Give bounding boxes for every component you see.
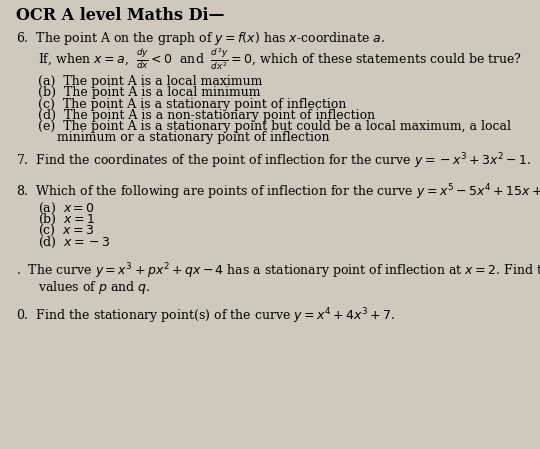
Text: (c)  The point A is a stationary point of inflection: (c) The point A is a stationary point of… [38,98,346,110]
Text: (e)  The point A is a stationary point but could be a local maximum, a local: (e) The point A is a stationary point bu… [38,120,511,133]
Text: (d)  $x=-3$: (d) $x=-3$ [38,234,111,250]
Text: 8.  Which of the following are points of inflection for the curve $y=x^5-5x^4+15: 8. Which of the following are points of … [16,182,540,202]
Text: minimum or a stationary point of inflection: minimum or a stationary point of inflect… [57,132,329,144]
Text: (c)  $x=3$: (c) $x=3$ [38,223,94,238]
Text: values of $p$ and $q$.: values of $p$ and $q$. [38,279,150,296]
Text: (a)  The point A is a local maximum: (a) The point A is a local maximum [38,75,262,88]
Text: (b)  The point A is a local minimum: (b) The point A is a local minimum [38,87,260,99]
Text: If, when $x=a$,  $\frac{dy}{dx}<0$  and  $\frac{d^2y}{dx^2}=0$, which of these s: If, when $x=a$, $\frac{dy}{dx}<0$ and $\… [38,46,522,72]
Text: 7.  Find the coordinates of the point of inflection for the curve $y=-x^3+3x^2-1: 7. Find the coordinates of the point of … [16,152,532,172]
Text: OCR A level Maths Di—: OCR A level Maths Di— [16,7,225,24]
Text: (a)  $x=0$: (a) $x=0$ [38,201,95,216]
Text: (d)  The point A is a non-stationary point of inflection: (d) The point A is a non-stationary poin… [38,109,375,122]
Text: 6.  The point A on the graph of $y=f(x)$ has $x$-coordinate $a$.: 6. The point A on the graph of $y=f(x)$ … [16,30,385,47]
Text: (b)  $x=1$: (b) $x=1$ [38,212,95,227]
Text: 0.  Find the stationary point(s) of the curve $y=x^4+4x^3+7$.: 0. Find the stationary point(s) of the c… [16,307,396,326]
Text: .  The curve $y=x^3+px^2+qx-4$ has a stationary point of inflection at $x=2$. Fi: . The curve $y=x^3+px^2+qx-4$ has a stat… [16,262,540,282]
